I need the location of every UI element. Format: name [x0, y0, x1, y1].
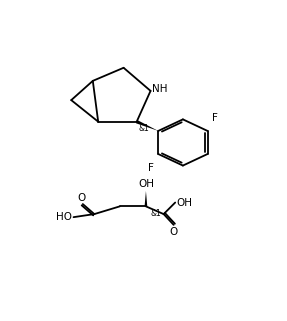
Text: &1: &1: [151, 210, 161, 219]
Text: OH: OH: [138, 179, 154, 189]
Text: &1: &1: [138, 124, 149, 133]
Text: NH: NH: [152, 84, 168, 94]
Text: OH: OH: [177, 197, 193, 208]
Text: O: O: [170, 227, 178, 237]
Polygon shape: [136, 120, 158, 131]
Text: O: O: [77, 193, 85, 203]
Text: HO: HO: [56, 212, 72, 222]
Polygon shape: [145, 191, 147, 206]
Text: F: F: [148, 163, 154, 173]
Text: F: F: [212, 113, 218, 123]
